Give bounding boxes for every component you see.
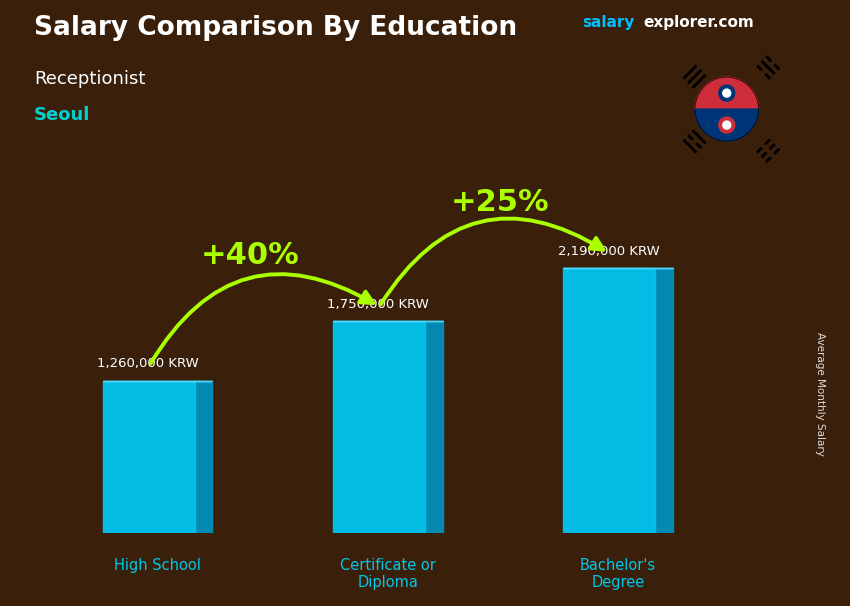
Text: +25%: +25% (450, 188, 549, 217)
Text: 1,260,000 KRW: 1,260,000 KRW (97, 358, 199, 370)
Polygon shape (695, 77, 758, 109)
Text: explorer.com: explorer.com (643, 15, 754, 30)
Polygon shape (564, 268, 655, 533)
Polygon shape (695, 109, 758, 141)
Text: Receptionist: Receptionist (34, 70, 145, 88)
Polygon shape (333, 321, 425, 533)
Text: Average Monthly Salary: Average Monthly Salary (815, 332, 825, 456)
Polygon shape (655, 268, 672, 533)
Polygon shape (425, 321, 443, 533)
Text: +40%: +40% (201, 241, 299, 270)
Text: High School: High School (114, 558, 201, 573)
Text: salary: salary (582, 15, 635, 30)
Polygon shape (103, 381, 196, 533)
Text: Seoul: Seoul (34, 106, 90, 124)
Text: 2,190,000 KRW: 2,190,000 KRW (558, 245, 660, 258)
Text: Bachelor's
Degree: Bachelor's Degree (580, 558, 656, 590)
Text: 1,750,000 KRW: 1,750,000 KRW (327, 298, 429, 311)
Circle shape (719, 117, 734, 133)
Circle shape (719, 85, 734, 101)
Polygon shape (196, 381, 212, 533)
Text: Salary Comparison By Education: Salary Comparison By Education (34, 15, 517, 41)
Circle shape (722, 89, 731, 97)
Text: Certificate or
Diploma: Certificate or Diploma (340, 558, 436, 590)
Circle shape (722, 121, 731, 129)
